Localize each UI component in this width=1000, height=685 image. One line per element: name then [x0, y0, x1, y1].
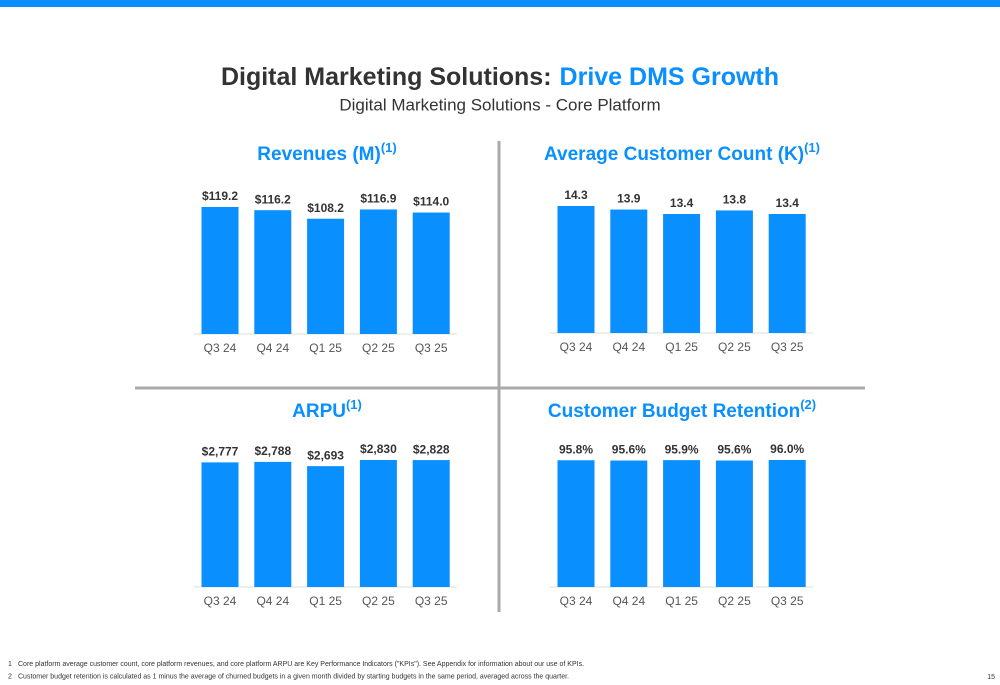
x-tick-label: Q1 25 — [309, 594, 342, 608]
title-highlight: Drive DMS Growth — [560, 63, 779, 91]
x-tick-label: Q2 25 — [718, 340, 751, 354]
footnote-ref: (1) — [346, 397, 362, 412]
x-tick-label: Q4 24 — [612, 340, 645, 354]
bar — [254, 461, 292, 587]
x-tick-label: Q2 25 — [362, 341, 395, 355]
value-label: $2,788 — [254, 444, 291, 458]
bar — [201, 462, 239, 587]
value-label: 13.4 — [776, 196, 800, 210]
footnote-ref: (1) — [381, 140, 397, 155]
bar — [663, 213, 701, 333]
top-bar — [0, 0, 1000, 7]
footnote-text: Core platform average customer count, co… — [18, 661, 584, 668]
value-label: 14.3 — [564, 188, 588, 202]
x-tick-label: Q4 24 — [256, 341, 289, 355]
value-label: 95.8% — [559, 442, 593, 456]
chart-title: Average Customer Count (K)(1) — [544, 140, 820, 165]
value-label: 13.8 — [723, 193, 747, 207]
x-tick-label: Q3 25 — [771, 340, 804, 354]
chart-title: ARPU(1) — [292, 397, 362, 422]
value-label: 95.9% — [665, 442, 699, 456]
x-tick-label: Q1 25 — [665, 594, 698, 608]
bar — [254, 210, 292, 334]
value-label: 95.6% — [612, 443, 646, 457]
chart-title-text: ARPU — [292, 401, 346, 422]
value-label: $2,830 — [360, 442, 397, 456]
value-label: $116.9 — [360, 192, 396, 206]
bar — [307, 218, 345, 334]
value-label: $119.2 — [202, 189, 238, 203]
bar — [715, 210, 753, 333]
value-label: $108.2 — [307, 201, 344, 215]
footnote-text: Customer budget retention is calculated … — [18, 673, 569, 680]
x-tick-label: Q3 24 — [204, 594, 237, 608]
x-tick-label: Q3 24 — [204, 341, 237, 355]
x-tick-label: Q3 24 — [560, 340, 593, 354]
value-label: 95.6% — [717, 443, 751, 457]
value-label: 13.4 — [670, 196, 694, 210]
title-main: Digital Marketing Solutions: — [221, 63, 552, 91]
bar — [557, 460, 595, 587]
value-label: 96.0% — [770, 442, 804, 456]
page-number: 15 — [987, 674, 995, 681]
bar — [768, 460, 806, 587]
bar — [412, 212, 450, 334]
value-label: $116.2 — [255, 192, 291, 206]
chart-title: Revenues (M)(1) — [257, 140, 396, 165]
footnote-number: 1 — [8, 661, 12, 668]
bar — [610, 460, 648, 587]
x-tick-label: Q1 25 — [309, 341, 342, 355]
x-tick-label: Q4 24 — [612, 594, 645, 608]
bar — [359, 460, 397, 587]
value-label: $2,777 — [202, 445, 239, 459]
bar — [307, 466, 345, 587]
value-label: $2,828 — [413, 442, 450, 456]
value-label: 13.9 — [617, 192, 641, 206]
value-label: $114.0 — [413, 195, 449, 209]
bar — [768, 213, 806, 333]
x-tick-label: Q3 25 — [415, 341, 448, 355]
bar — [201, 207, 239, 334]
slide-title: Digital Marketing Solutions: Drive DMS Gr… — [221, 63, 779, 91]
x-tick-label: Q2 25 — [362, 594, 395, 608]
chart-title: Customer Budget Retention(2) — [548, 397, 816, 422]
x-tick-label: Q4 24 — [256, 594, 289, 608]
value-label: $2,693 — [307, 448, 344, 462]
bar — [663, 460, 701, 587]
bar — [610, 209, 648, 333]
chart-title-text: Customer Budget Retention — [548, 401, 800, 422]
x-tick-label: Q2 25 — [718, 594, 751, 608]
bar — [557, 206, 595, 333]
bar — [412, 460, 450, 587]
footnote-ref: (1) — [804, 140, 820, 155]
footnote-ref: (2) — [800, 397, 816, 412]
bar — [359, 209, 397, 334]
x-tick-label: Q1 25 — [665, 340, 698, 354]
x-tick-label: Q3 25 — [415, 594, 448, 608]
slide-subtitle: Digital Marketing Solutions - Core Platf… — [339, 95, 660, 114]
chart-title-text: Revenues (M) — [257, 144, 381, 165]
x-tick-label: Q3 24 — [560, 594, 593, 608]
chart-title-text: Average Customer Count (K) — [544, 144, 804, 165]
bar — [715, 460, 753, 587]
x-tick-label: Q3 25 — [771, 594, 804, 608]
footnote-number: 2 — [8, 673, 12, 680]
